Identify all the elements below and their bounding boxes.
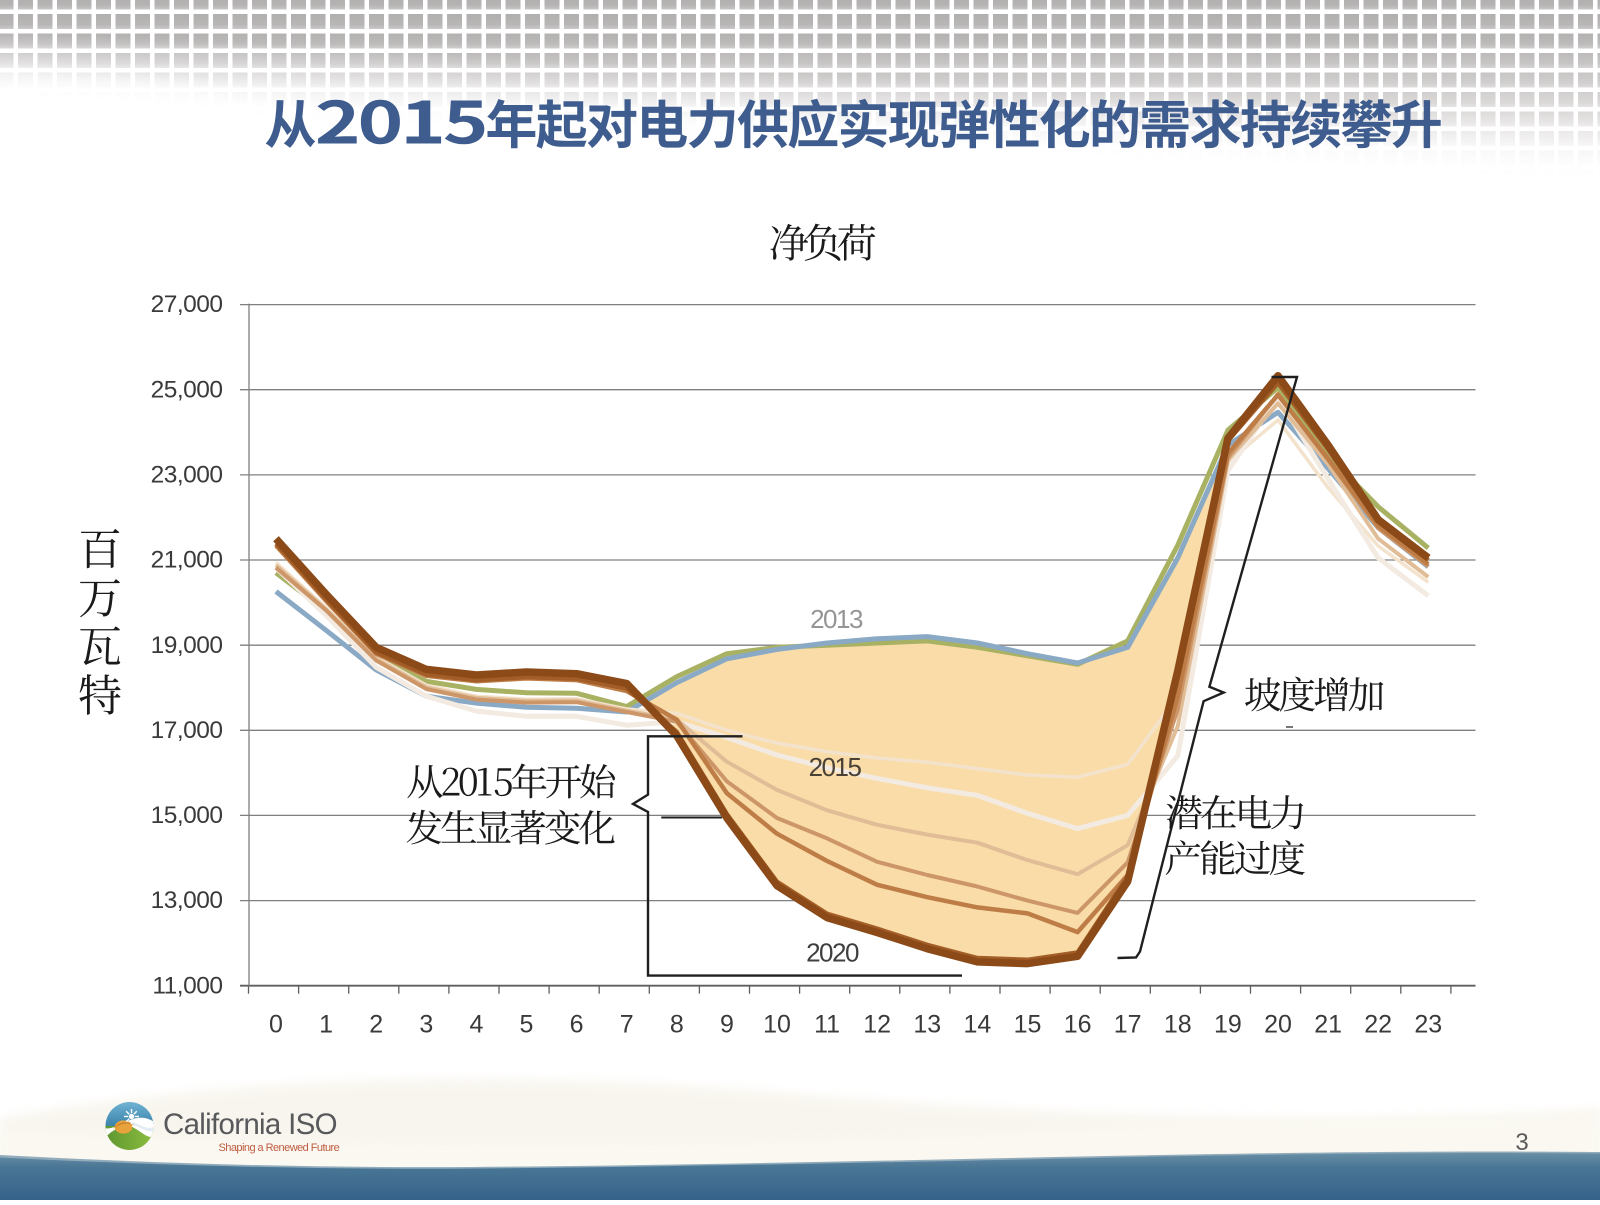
svg-text:9: 9 — [720, 1011, 734, 1039]
svg-text:15,000: 15,000 — [151, 802, 223, 829]
svg-text:5: 5 — [520, 1011, 534, 1039]
svg-text:13,000: 13,000 — [151, 887, 223, 914]
svg-text:2020: 2020 — [806, 938, 859, 968]
svg-text:18: 18 — [1164, 1011, 1192, 1039]
svg-text:14: 14 — [963, 1011, 991, 1039]
svg-text:2013: 2013 — [810, 604, 863, 634]
svg-text:California ISO: California ISO — [163, 1108, 337, 1141]
svg-text:21: 21 — [1314, 1011, 1342, 1039]
svg-text:25,000: 25,000 — [151, 376, 223, 403]
svg-text:17,000: 17,000 — [151, 717, 223, 744]
svg-text:27,000: 27,000 — [151, 291, 223, 318]
svg-text:23: 23 — [1414, 1011, 1442, 1039]
svg-text:11: 11 — [814, 1011, 840, 1039]
svg-text:12: 12 — [863, 1011, 891, 1039]
svg-text:8: 8 — [670, 1011, 684, 1039]
svg-text:21,000: 21,000 — [151, 547, 223, 574]
svg-text:23,000: 23,000 — [151, 462, 223, 489]
svg-text:Shaping a Renewed Future: Shaping a Renewed Future — [219, 1142, 340, 1154]
svg-text:10: 10 — [763, 1011, 791, 1039]
svg-text:0: 0 — [269, 1011, 283, 1039]
svg-text:16: 16 — [1064, 1011, 1092, 1039]
svg-text:15: 15 — [1014, 1011, 1042, 1039]
svg-text:3: 3 — [419, 1011, 433, 1039]
svg-text:19: 19 — [1214, 1011, 1242, 1039]
svg-text:20: 20 — [1264, 1011, 1292, 1039]
svg-text:22: 22 — [1364, 1011, 1392, 1039]
svg-text:13: 13 — [913, 1011, 941, 1039]
svg-text:4: 4 — [469, 1011, 483, 1039]
svg-text:7: 7 — [620, 1011, 634, 1039]
svg-text:2: 2 — [369, 1011, 383, 1039]
svg-text:11,000: 11,000 — [152, 972, 222, 999]
svg-text:3: 3 — [1515, 1129, 1528, 1156]
svg-text:19,000: 19,000 — [151, 632, 223, 659]
svg-text:2015: 2015 — [809, 752, 862, 782]
svg-text:6: 6 — [570, 1011, 584, 1039]
svg-text:1: 1 — [319, 1011, 333, 1039]
svg-text:17: 17 — [1114, 1011, 1142, 1039]
